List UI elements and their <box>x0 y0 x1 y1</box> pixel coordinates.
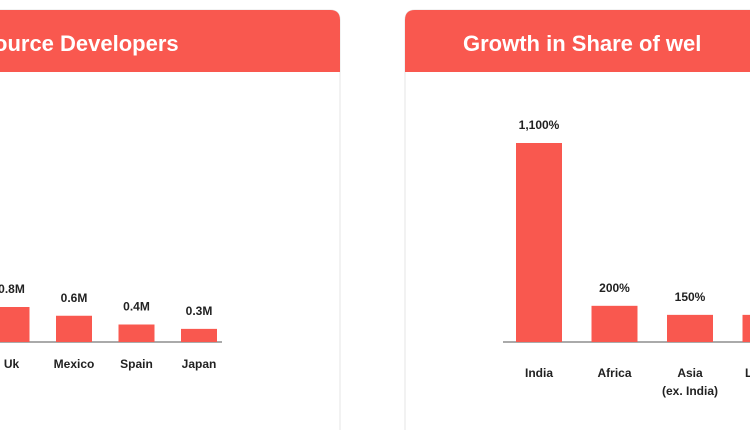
chart-title: ource Developers <box>0 31 179 56</box>
data-label: 0.8M <box>0 282 25 296</box>
x-tick-label: Spain <box>120 357 153 371</box>
x-tick-label: Japan <box>182 357 217 371</box>
card-header <box>405 10 750 72</box>
bar <box>742 314 750 342</box>
data-label: 1,100% <box>519 118 560 132</box>
data-label: 0.4M <box>123 300 150 314</box>
bar <box>516 143 562 342</box>
chart-title: Growth in Share of wel <box>463 31 701 56</box>
x-tick-label: India <box>525 366 553 380</box>
bar <box>667 314 713 342</box>
x-tick-label: L <box>745 366 750 380</box>
card-header <box>0 10 340 72</box>
bar <box>56 315 92 342</box>
data-label: 0.3M <box>186 304 213 318</box>
data-label: 0.6M <box>61 291 88 305</box>
x-tick-label: Asia (ex. India) <box>662 366 718 398</box>
data-label: 200% <box>599 281 630 295</box>
data-label: 150% <box>675 290 706 304</box>
card: ource Developers <box>0 9 341 430</box>
bar <box>0 307 30 342</box>
x-tick-label: Uk <box>4 357 20 371</box>
bar <box>181 328 217 342</box>
card: Growth in Share of wel <box>404 9 750 430</box>
x-tick-label: Mexico <box>54 357 95 371</box>
bar <box>591 305 638 342</box>
card-body <box>0 9 341 430</box>
bar <box>118 324 155 342</box>
x-tick-label: Africa <box>597 366 631 380</box>
